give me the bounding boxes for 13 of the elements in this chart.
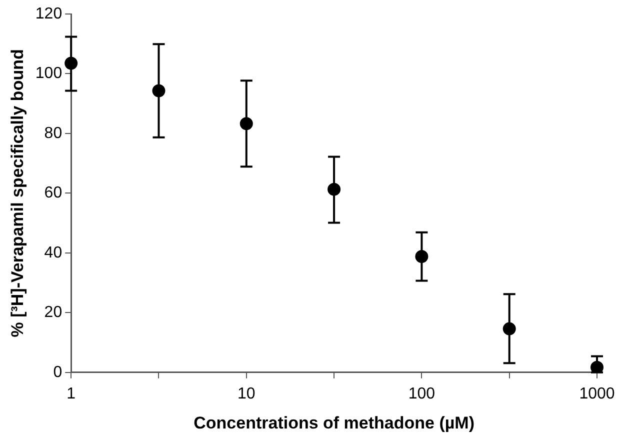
y-tick-label: 20 <box>44 304 62 322</box>
y-tick-label: 120 <box>35 5 62 22</box>
y-tick-label: 80 <box>44 124 62 142</box>
y-tick-label: 100 <box>35 65 62 82</box>
y-tick-label: 60 <box>44 184 62 202</box>
x-tick-label: 1000 <box>579 385 615 402</box>
y-tick-label: 40 <box>44 244 62 262</box>
x-tick-label: 10 <box>238 385 256 402</box>
x-tick-label: 100 <box>408 385 436 402</box>
x-axis-title: Concentrations of methadone (µM) <box>194 413 474 432</box>
y-tick-label: 0 <box>53 364 62 381</box>
y-axis-title: % [³H]-Verapamil specifically bound <box>8 49 27 338</box>
x-tick-label: 1 <box>66 385 76 402</box>
